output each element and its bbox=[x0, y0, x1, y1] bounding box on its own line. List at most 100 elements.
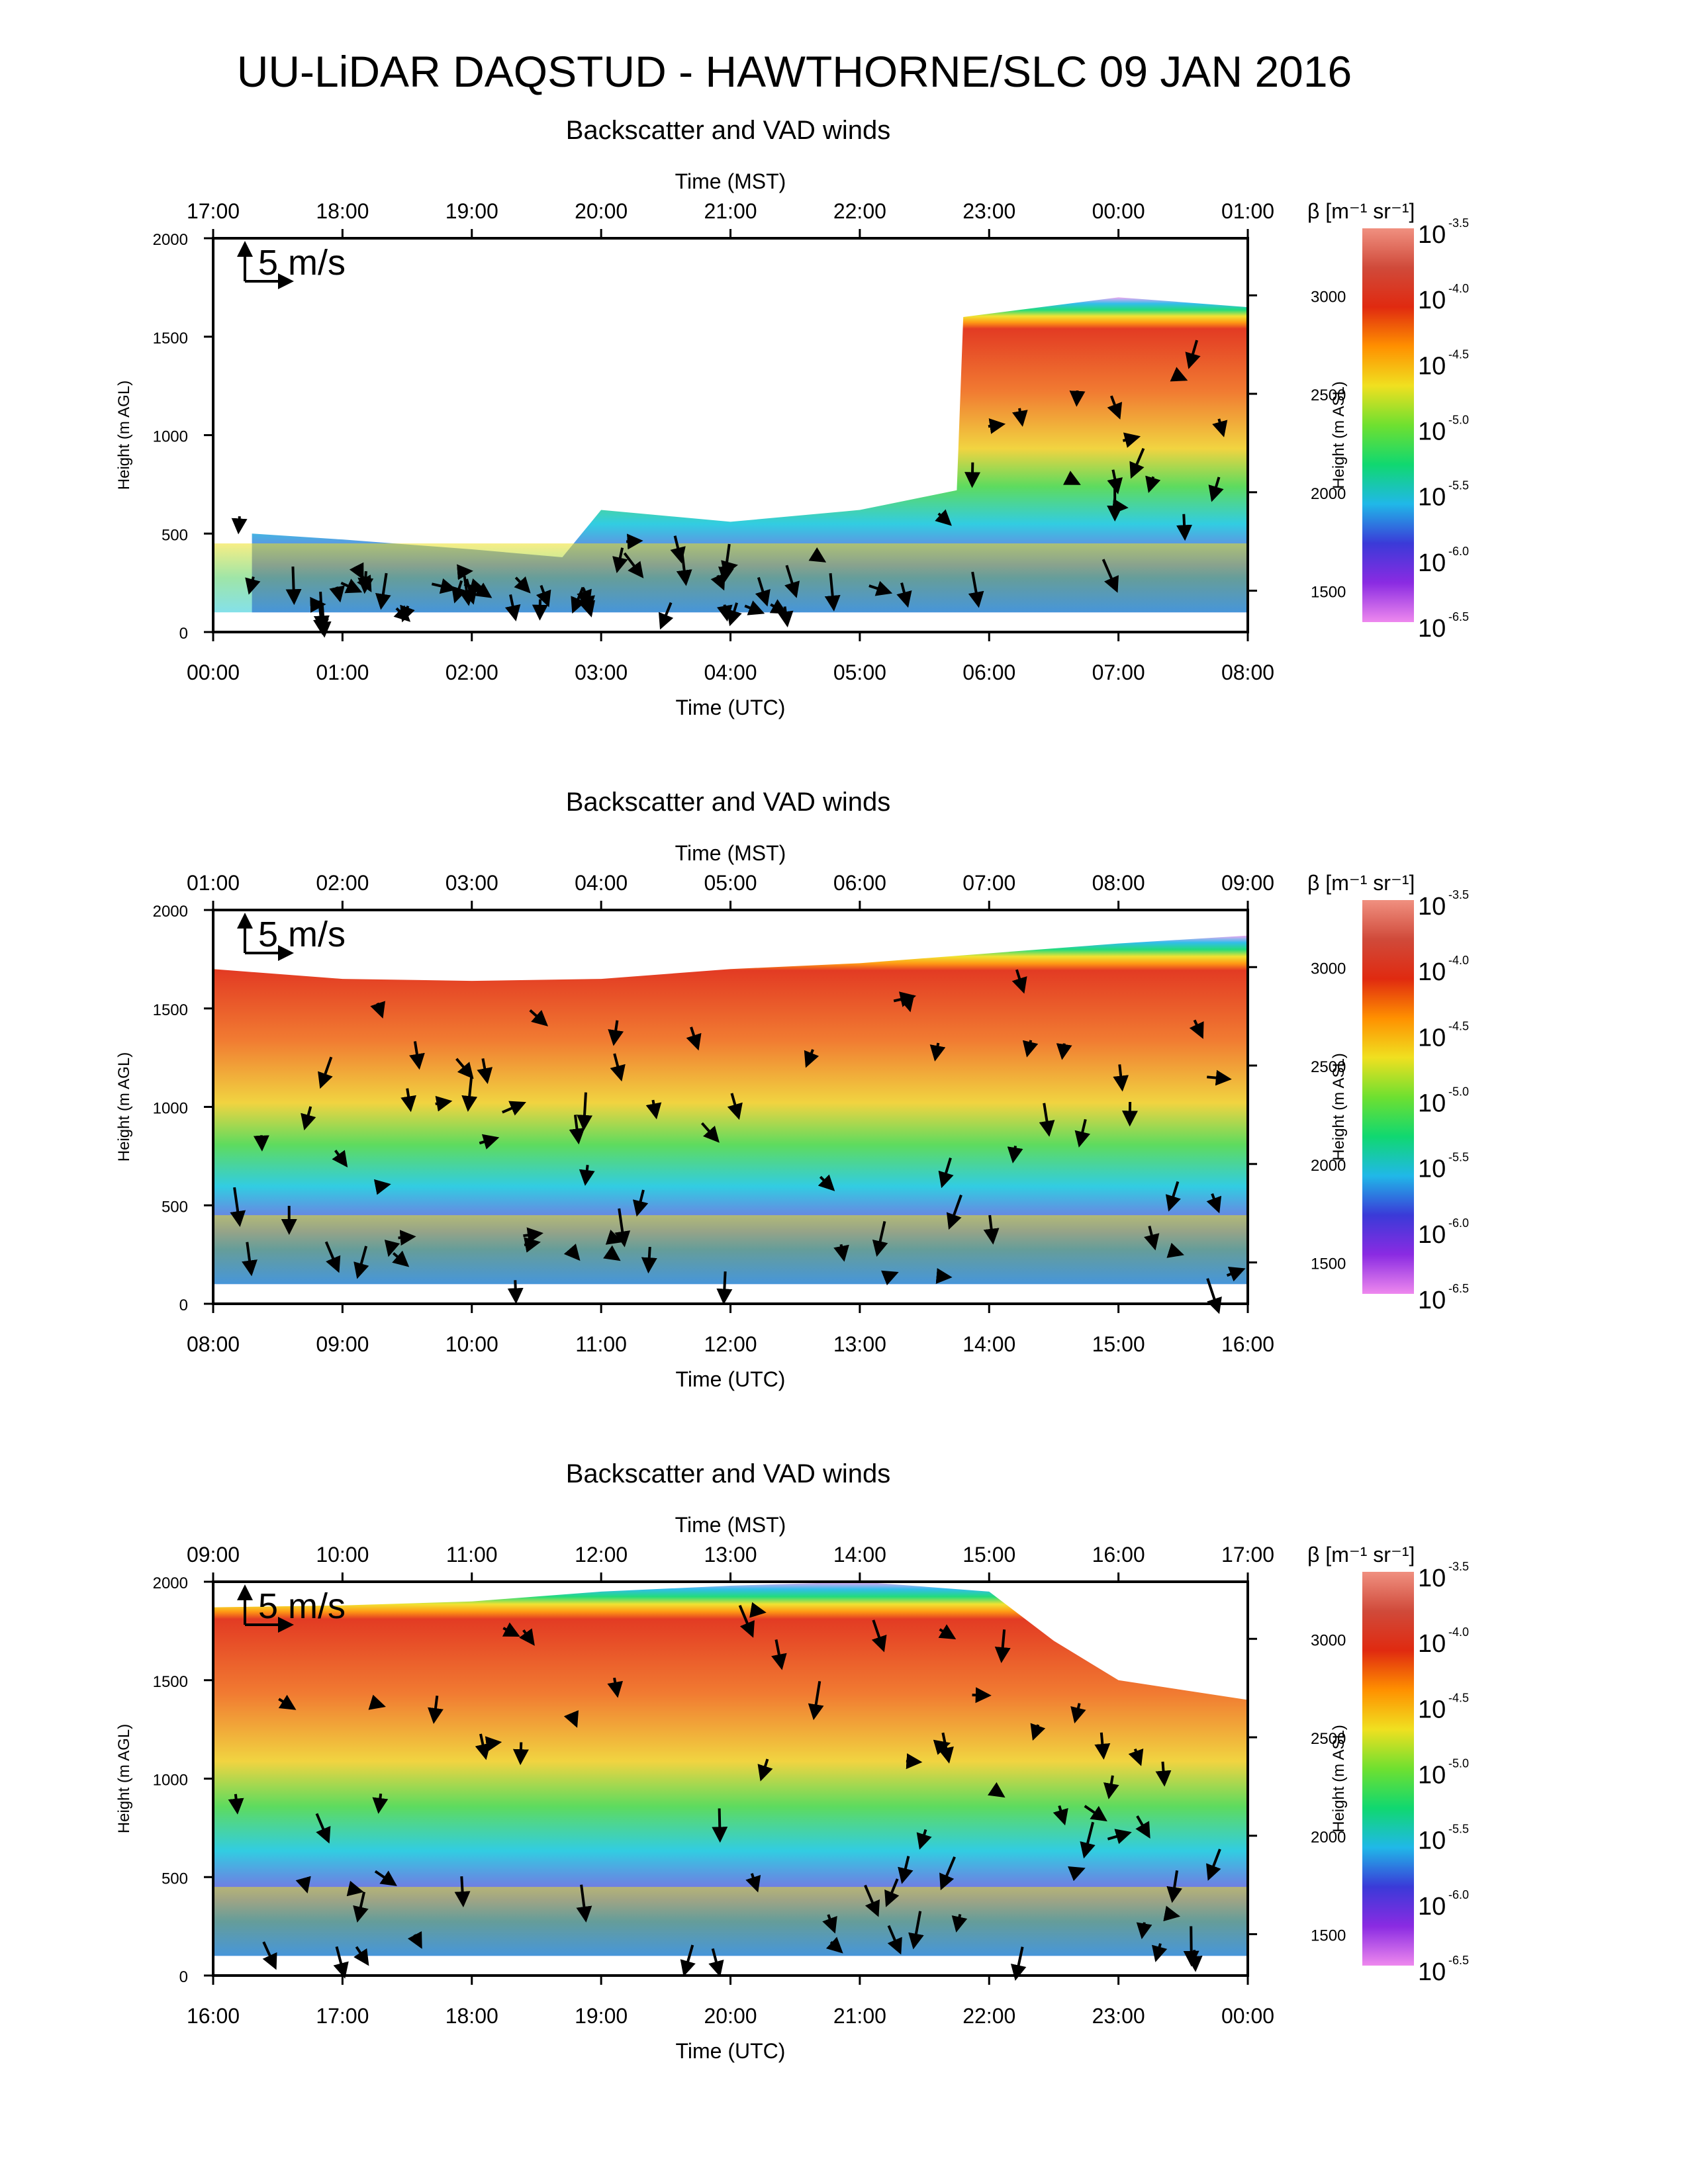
colorbar-tick-exponent: -5.5 bbox=[1448, 1151, 1469, 1164]
wind-arrow bbox=[744, 600, 765, 615]
chart-panel-2: Backscatter and VAD winds Time (MST) 08:00… bbox=[115, 788, 1469, 1391]
colorbar-tick-base: 10 bbox=[1418, 549, 1446, 577]
wind-arrow bbox=[608, 1020, 624, 1046]
backscatter-lower-layer bbox=[213, 543, 1248, 613]
y-right-tick-label: 2500 bbox=[1311, 1058, 1346, 1076]
x-tick-label: 07:00 bbox=[1092, 660, 1145, 684]
wind-arrow bbox=[929, 1042, 946, 1062]
wind-arrow bbox=[454, 1876, 471, 1907]
y-right-axis-label: Height (m ASL) bbox=[1330, 1725, 1348, 1833]
x-tick-label: 20:00 bbox=[704, 2004, 757, 2028]
y-right-tick-label: 3000 bbox=[1311, 288, 1346, 306]
wind-arrow bbox=[951, 1914, 968, 1933]
wind-arrow bbox=[614, 1208, 631, 1248]
wind-arrow bbox=[431, 578, 457, 594]
x-tick-label: 13:00 bbox=[833, 1332, 886, 1356]
wind-arrow bbox=[329, 585, 345, 603]
wind-arrow bbox=[1011, 408, 1028, 427]
wind-arrow bbox=[757, 1758, 773, 1782]
wind-arrow bbox=[908, 1911, 924, 1950]
wind-arrow bbox=[887, 1925, 902, 1955]
wind-arrow bbox=[502, 1622, 520, 1637]
colorbar-label: β [m⁻¹ sr⁻¹] bbox=[1307, 871, 1415, 895]
colorbar-tick-exponent: -4.0 bbox=[1448, 954, 1469, 967]
wind-arrow bbox=[1011, 969, 1027, 994]
y-right-tick-label: 2500 bbox=[1311, 1730, 1346, 1748]
wind-arrow bbox=[641, 1246, 657, 1274]
wind-arrow bbox=[333, 1946, 349, 1979]
wind-arrow bbox=[301, 1106, 316, 1130]
wind-arrow bbox=[228, 1794, 244, 1815]
figure-title: UU-LiDAR DAQSTUD - HAWTHORNE/SLC 09 JAN … bbox=[236, 47, 1352, 96]
wind-arrow bbox=[1189, 1019, 1204, 1039]
wind-arrow bbox=[571, 586, 586, 614]
y-right-tick-label: 3000 bbox=[1311, 1631, 1346, 1649]
top-tick-label: 12:00 bbox=[575, 1543, 628, 1567]
wind-arrow bbox=[504, 594, 521, 621]
top-axis-label: Time (MST) bbox=[675, 1513, 786, 1537]
wind-arrow bbox=[1136, 1922, 1152, 1940]
wind-arrow bbox=[245, 576, 261, 595]
top-tick-label: 02:00 bbox=[316, 871, 369, 895]
x-tick-label: 14:00 bbox=[962, 1332, 1015, 1356]
colorbar-tick-base: 10 bbox=[1418, 418, 1446, 446]
x-axis-label: Time (UTC) bbox=[676, 1367, 786, 1391]
x-tick-label: 04:00 bbox=[704, 660, 757, 684]
wind-arrow bbox=[1111, 498, 1129, 515]
wind-arrow bbox=[569, 1115, 585, 1145]
wind-arrow bbox=[374, 1870, 397, 1886]
top-tick-label: 01:00 bbox=[1221, 199, 1274, 223]
x-tick-label: 08:00 bbox=[1221, 660, 1274, 684]
wind-arrow bbox=[710, 572, 726, 591]
wind-arrow bbox=[451, 580, 467, 604]
y-tick-label: 1500 bbox=[153, 1001, 188, 1019]
wind-arrow bbox=[475, 1733, 491, 1760]
wind-arrow bbox=[822, 1914, 837, 1934]
wind-arrow bbox=[605, 1230, 624, 1245]
x-tick-label: 00:00 bbox=[187, 660, 240, 684]
colorbar-tick-base: 10 bbox=[1418, 1827, 1446, 1855]
wind-arrow bbox=[727, 1093, 743, 1120]
y-tick-label: 500 bbox=[162, 1870, 188, 1888]
colorbar-tick-exponent: -5.0 bbox=[1448, 1085, 1469, 1099]
colorbar-tick-base: 10 bbox=[1418, 1762, 1446, 1790]
colorbar-tick-base: 10 bbox=[1418, 1156, 1446, 1183]
colorbar-tick-exponent: -6.5 bbox=[1448, 1954, 1469, 1967]
top-tick-label: 00:00 bbox=[1092, 199, 1145, 223]
wind-arrow bbox=[313, 592, 330, 632]
wind-arrow bbox=[1107, 1829, 1132, 1844]
top-tick-label: 10:00 bbox=[316, 1543, 369, 1567]
y-tick-label: 2000 bbox=[153, 231, 188, 249]
wind-arrow bbox=[479, 1134, 500, 1150]
wind-arrow bbox=[407, 1931, 422, 1949]
wind-arrow bbox=[686, 1026, 702, 1051]
x-tick-label: 18:00 bbox=[445, 2004, 498, 2028]
colorbar-tick-base: 10 bbox=[1418, 1630, 1446, 1658]
wind-arrow bbox=[1056, 1043, 1072, 1060]
wind-arrow bbox=[771, 1639, 787, 1670]
wind-arrow bbox=[332, 1150, 348, 1168]
colorbar-tick-base: 10 bbox=[1418, 893, 1446, 921]
y-axis-label: Height (m AGL) bbox=[115, 1052, 133, 1161]
wind-arrow bbox=[400, 1088, 416, 1113]
wind-arrow bbox=[1183, 1926, 1199, 1967]
colorbar-tick-exponent: -3.5 bbox=[1448, 888, 1469, 901]
wind-arrow bbox=[933, 1739, 951, 1755]
top-tick-label: 22:00 bbox=[833, 199, 886, 223]
wind-arrow bbox=[935, 509, 952, 526]
colorbar-tick-exponent: -6.0 bbox=[1448, 545, 1469, 558]
wind-arrow bbox=[461, 1075, 478, 1113]
colorbar-tick-base: 10 bbox=[1418, 958, 1446, 986]
wind-arrow bbox=[607, 1677, 624, 1698]
wind-arrow bbox=[1053, 1805, 1068, 1826]
chart-panel-3: Backscatter and VAD winds Time (MST) 16:00… bbox=[115, 1459, 1469, 2063]
wind-arrow bbox=[1176, 514, 1193, 541]
wind-arrow bbox=[964, 462, 981, 488]
top-tick-label: 11:00 bbox=[446, 1543, 498, 1567]
colorbar bbox=[1362, 1572, 1414, 1966]
colorbar-tick-exponent: -3.5 bbox=[1448, 1560, 1469, 1573]
wind-arrow bbox=[523, 1227, 543, 1244]
top-tick-label: 09:00 bbox=[187, 1543, 240, 1567]
wind-arrow bbox=[825, 1936, 843, 1954]
